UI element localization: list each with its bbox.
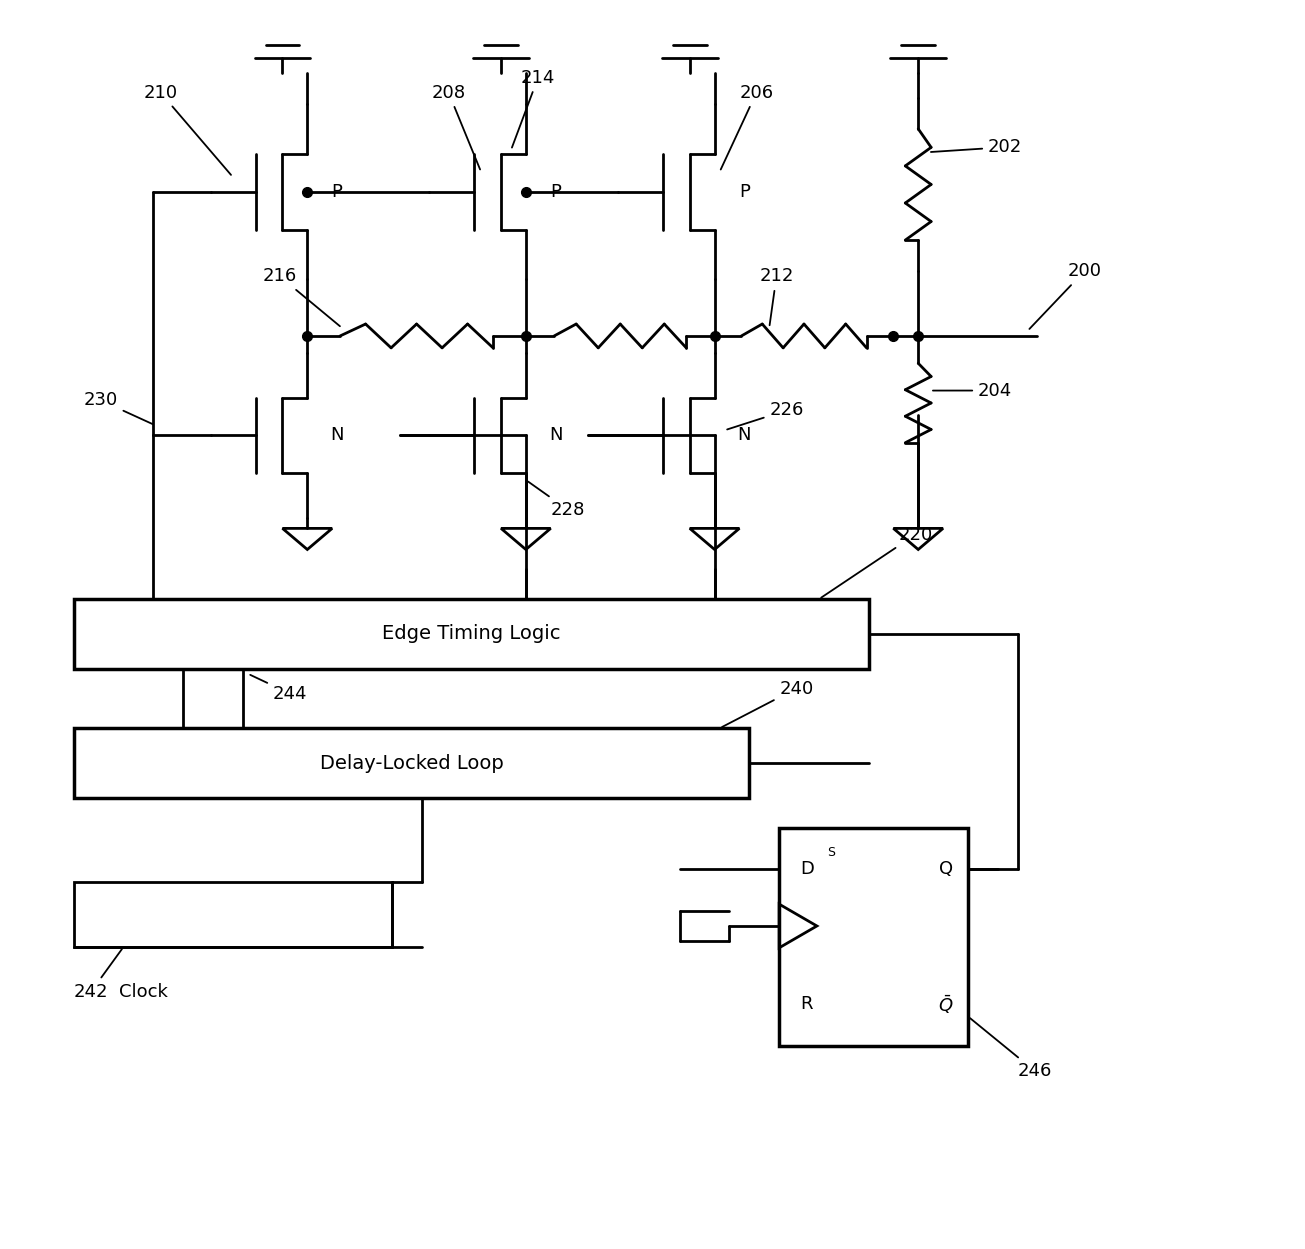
Text: Clock: Clock — [119, 983, 168, 1000]
Text: 208: 208 — [432, 84, 480, 170]
Text: 214: 214 — [512, 69, 555, 147]
Text: 212: 212 — [760, 267, 793, 325]
Text: 246: 246 — [970, 1018, 1052, 1080]
Text: 200: 200 — [1030, 262, 1101, 328]
Text: 226: 226 — [727, 401, 804, 430]
Bar — [779, 828, 968, 1047]
Text: 216: 216 — [262, 267, 339, 326]
Bar — [74, 882, 392, 947]
Text: S: S — [827, 846, 835, 859]
Text: 210: 210 — [144, 84, 231, 175]
Text: 244: 244 — [251, 674, 307, 702]
Text: R: R — [801, 995, 813, 1013]
Text: $\bar{Q}$: $\bar{Q}$ — [938, 993, 954, 1015]
Text: N: N — [549, 426, 562, 445]
Text: Edge Timing Logic: Edge Timing Logic — [382, 624, 560, 643]
Text: 204: 204 — [933, 381, 1013, 400]
Text: P: P — [331, 182, 342, 201]
Text: 242: 242 — [74, 949, 121, 1000]
Text: 220: 220 — [821, 526, 933, 597]
Text: N: N — [737, 426, 752, 445]
Text: 202: 202 — [930, 139, 1022, 156]
Text: 206: 206 — [720, 84, 774, 170]
Text: Delay-Locked Loop: Delay-Locked Loop — [320, 753, 504, 773]
Text: 230: 230 — [84, 391, 153, 425]
Text: 228: 228 — [529, 482, 585, 518]
Bar — [74, 728, 749, 798]
Bar — [74, 600, 869, 668]
Text: D: D — [800, 861, 814, 878]
Text: N: N — [330, 426, 345, 445]
Text: 240: 240 — [722, 679, 813, 727]
Text: P: P — [739, 182, 750, 201]
Text: Q: Q — [940, 861, 953, 878]
Text: P: P — [551, 182, 561, 201]
